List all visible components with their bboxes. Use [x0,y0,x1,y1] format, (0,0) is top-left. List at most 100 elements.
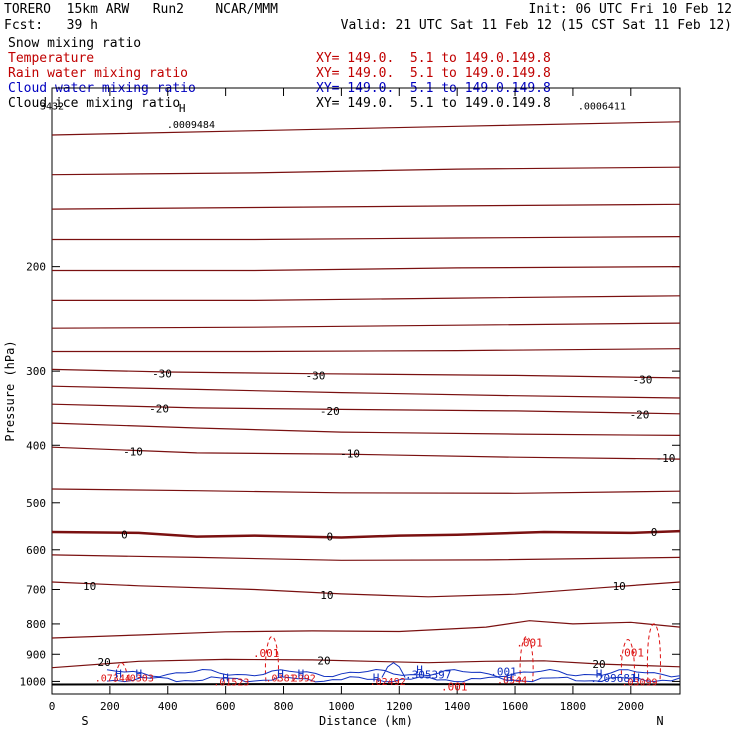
isotherm-label: -30 [305,369,325,382]
high-marker: H [633,672,640,685]
header-fcst: Fcst: 39 h [4,18,98,33]
rain-contour-label: .001 [441,681,468,694]
cloud-water-contour [381,662,406,678]
header-init: Init: 06 UTC Fri 10 Feb 12 [528,2,733,17]
plot-frame [51,87,681,695]
isotherm-line [51,529,681,539]
isotherm-label: 0 [651,526,658,539]
x-tick-label: 1400 [444,700,471,713]
header-model: TORERO 15km ARW Run2 NCAR/MMM [4,2,278,17]
isotherm-label: 0 [121,528,128,541]
rain-contour-label: .001 [516,637,543,650]
y-tick-label: 400 [26,439,46,452]
cloud-water-label: 2992 [292,674,316,685]
isotherm-label: 10 [613,580,626,593]
cloud-water-label: .01523 [213,677,249,688]
field-name-cloud-ice: Cloud ice mixing ratio [8,96,181,111]
cloud-water-label: .209681 [590,672,636,685]
rain-contour [264,635,279,682]
cloud-water-label: .0381 [266,674,296,685]
cloud-water-label: .305397 [405,668,451,681]
y-axis-title: Pressure (hPa) [3,340,17,441]
isotherm-line [51,203,681,210]
isotherm-label: -10 [123,446,143,459]
cloud-water-label: .001 [490,665,517,678]
isotherm-line [51,682,681,686]
high-marker: H [135,668,142,681]
rain-contour [620,639,635,682]
cloud-ice-label: .0009484 [167,120,215,131]
isotherm-line [51,446,681,460]
isotherm-label: 20 [592,658,605,671]
rain-contour-label: .001 [253,647,280,660]
isotherm-line [51,422,681,436]
high-marker: H [222,672,229,685]
x-tick-label: 1800 [560,700,587,713]
x-tick-label: 0 [49,700,56,713]
rain-contour-label: .001 [618,646,645,659]
high-marker: H [179,102,186,115]
x-axis-title: Distance (km) [319,714,413,728]
isotherm-line [51,488,681,494]
isotherm-label: -10 [340,448,360,461]
cloud-ice-label: 3432 [40,101,64,112]
x-tick-label: 2000 [618,700,645,713]
rain-contour [114,662,129,682]
isotherm-line [51,620,681,639]
x-tick-label: 1000 [328,700,355,713]
cloud-ice-label: .0006411 [578,101,626,112]
high-marker: H [506,672,513,685]
x-tick-label: 1600 [502,700,529,713]
y-tick-label: 300 [26,365,46,378]
isotherm-line [51,554,681,561]
rain-contour [519,635,534,682]
x-tick-label: 800 [274,700,294,713]
isotherm-label: 10 [320,589,333,602]
cloud-water-label: .03099 [621,677,657,688]
field-xy-rain: XY= 149.0. 5.1 to 149.0.149.8 [316,66,551,81]
isotherm-line [51,403,681,415]
isotherm-line [51,581,681,598]
isotherm-line [51,385,681,399]
field-name-rain: Rain water mixing ratio [8,66,189,81]
isotherm-line [51,322,681,329]
high-marker: H [277,668,284,681]
y-tick-label: 600 [26,544,46,557]
y-tick-label: 200 [26,261,46,274]
y-tick-label: 800 [26,618,46,631]
isotherm-label: -20 [630,409,650,422]
isotherm-label: -30 [152,368,172,381]
isotherm-label: 10 [83,580,96,593]
isotherm-label: -10 [656,452,676,465]
header-valid: Valid: 21 UTC Sat 11 Feb 12 (15 CST Sat … [340,18,732,33]
cloud-water-label: .0303 [124,674,154,685]
cloud-water-label: .07344 [95,674,131,685]
x-tick-label: 600 [216,700,236,713]
field-xy-cloud-ice: XY= 149.0. 5.1 to 149.0.149.8 [316,96,551,111]
x-end-label-south: S [81,714,88,728]
cloud-water-label: .0544 [497,675,527,686]
high-marker: H [115,668,122,681]
y-tick-label: 1000 [20,675,47,688]
isotherm-label: -20 [320,405,340,418]
x-tick-label: 1200 [386,700,413,713]
isotherm-label: 20 [317,655,330,668]
cloud-water-contour [106,676,681,683]
isotherm-label: 0 [326,531,333,544]
isotherm-line [51,658,681,669]
cloud-water-label: .02492 [370,677,406,688]
x-tick-label: 400 [158,700,178,713]
isotherm-line [52,236,681,241]
isotherm-line [51,368,681,379]
isotherm-line [52,266,681,272]
cloud-water-contour [106,668,681,678]
x-tick-label: 200 [100,700,120,713]
rain-contour [646,623,661,682]
isotherm-label: 20 [97,656,110,669]
isotherm-line [52,295,681,301]
x-end-label-north: N [656,714,663,728]
y-tick-label: 900 [26,648,46,661]
y-tick-label: 500 [26,497,46,510]
high-marker: H [298,668,305,681]
